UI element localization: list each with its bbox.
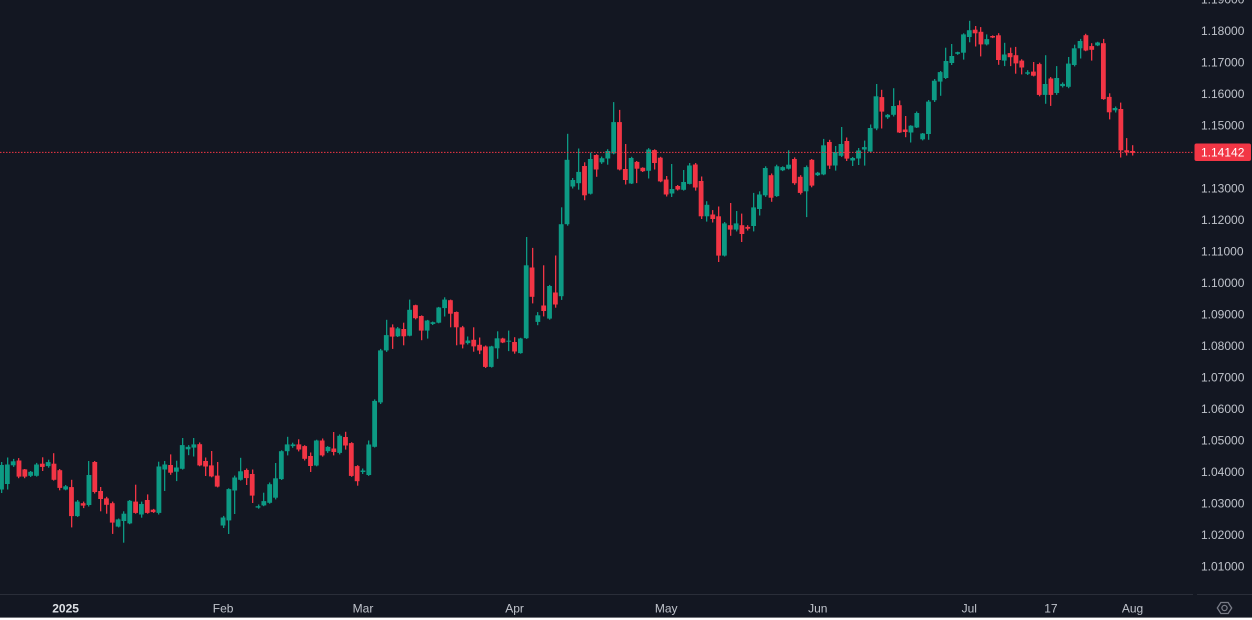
- svg-text:1.12000: 1.12000: [1201, 213, 1245, 227]
- svg-text:1.04000: 1.04000: [1201, 465, 1245, 479]
- svg-text:1.01000: 1.01000: [1201, 560, 1245, 574]
- svg-text:Jun: Jun: [808, 602, 827, 616]
- svg-text:2025: 2025: [52, 602, 79, 616]
- svg-text:Mar: Mar: [353, 602, 374, 616]
- svg-text:1.19000: 1.19000: [1201, 0, 1245, 7]
- svg-text:Apr: Apr: [505, 602, 524, 616]
- svg-text:1.18000: 1.18000: [1201, 24, 1245, 38]
- svg-text:1.16000: 1.16000: [1201, 87, 1245, 101]
- svg-text:1.11000: 1.11000: [1201, 245, 1244, 259]
- svg-text:1.14142: 1.14142: [1201, 146, 1245, 160]
- svg-text:1.05000: 1.05000: [1201, 434, 1245, 448]
- svg-text:1.09000: 1.09000: [1201, 308, 1245, 322]
- svg-text:1.07000: 1.07000: [1201, 371, 1245, 385]
- svg-text:1.08000: 1.08000: [1201, 339, 1245, 353]
- svg-text:Aug: Aug: [1122, 602, 1143, 616]
- svg-text:1.03000: 1.03000: [1201, 497, 1245, 511]
- svg-text:1.02000: 1.02000: [1201, 528, 1245, 542]
- svg-text:1.17000: 1.17000: [1201, 56, 1245, 70]
- svg-text:Jul: Jul: [962, 602, 977, 616]
- svg-text:1.10000: 1.10000: [1201, 276, 1245, 290]
- svg-text:1.06000: 1.06000: [1201, 402, 1245, 416]
- svg-text:1.13000: 1.13000: [1201, 182, 1245, 196]
- svg-text:17: 17: [1044, 602, 1058, 616]
- svg-text:Feb: Feb: [213, 602, 234, 616]
- svg-text:May: May: [655, 602, 678, 616]
- svg-text:1.15000: 1.15000: [1201, 119, 1245, 133]
